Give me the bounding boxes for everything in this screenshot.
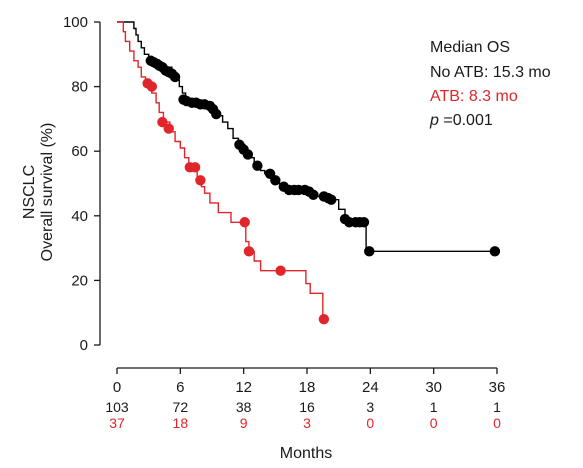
y-tick-label: 40 (71, 208, 88, 225)
censor-mark (211, 108, 222, 120)
y-axis-title-line1: NSCLC (21, 165, 38, 219)
legend-entry-no-atb: No ATB: 15.3 mo (430, 64, 551, 81)
risk-count: 9 (240, 415, 248, 431)
risk-count: 72 (173, 399, 189, 415)
series-no-atb (117, 21, 501, 257)
risk-count: 0 (493, 415, 501, 431)
censor-mark (195, 175, 206, 186)
censor-mark (318, 313, 330, 325)
risk-count: 18 (173, 415, 189, 431)
y-tick-label: 0 (80, 337, 88, 354)
legend-title: Median OS (430, 39, 510, 56)
x-tick-label: 6 (176, 379, 184, 396)
risk-count: 3 (303, 415, 311, 431)
axis-titles: NSCLC Overall survival (%) Months (21, 123, 332, 462)
censor-mark (358, 217, 370, 228)
x-axis-title: Months (280, 445, 332, 462)
risk-count: 37 (109, 415, 125, 431)
legend-entry-atb: ATB: 8.3 mo (430, 88, 518, 105)
legend-p-value: p =0.001 (429, 112, 493, 129)
x-tick-label: 36 (489, 379, 506, 396)
series-atb (117, 21, 330, 325)
axes: 0 20 40 60 80 100 0 6 12 18 24 30 36 (63, 14, 505, 396)
legend: Median OS No ATB: 15.3 mo ATB: 8.3 mo p … (429, 39, 551, 129)
censor-mark (163, 123, 174, 134)
risk-count: 0 (430, 415, 438, 431)
censor-mark (169, 71, 181, 83)
survival-step-line (117, 21, 324, 320)
x-tick-label: 12 (235, 379, 252, 396)
x-tick-label: 30 (425, 379, 442, 396)
censor-mark (326, 194, 337, 205)
y-axis-title-line2: Overall survival (%) (39, 123, 56, 262)
censor-mark (275, 265, 286, 276)
x-tick-label: 18 (299, 379, 316, 396)
risk-count: 1 (493, 399, 501, 415)
censor-mark (189, 162, 201, 173)
risk-table: 103 72 38 16 3 1 137 18 9 3 0 0 0 (105, 399, 501, 431)
survival-step-line (117, 21, 497, 252)
y-tick-label: 60 (71, 143, 88, 160)
x-tick-label: 0 (113, 379, 121, 396)
risk-count: 38 (236, 399, 252, 415)
risk-count: 16 (299, 399, 315, 415)
series-group (117, 21, 501, 325)
censor-mark (242, 149, 254, 160)
censor-mark (489, 246, 501, 257)
risk-count: 0 (366, 415, 374, 431)
censor-mark (364, 246, 375, 257)
censor-mark (239, 217, 250, 228)
risk-count: 1 (430, 399, 438, 415)
p-value-suffix: =0.001 (443, 112, 492, 129)
y-tick-label: 20 (71, 272, 88, 289)
censor-mark (243, 246, 255, 257)
p-value-prefix: p (429, 112, 439, 129)
x-tick-label: 24 (362, 379, 379, 396)
risk-count: 3 (366, 399, 374, 415)
censor-mark (146, 81, 158, 92)
y-tick-label: 80 (71, 79, 88, 96)
y-tick-label: 100 (63, 14, 88, 31)
risk-count: 103 (105, 399, 129, 415)
censor-mark (270, 175, 281, 186)
censor-mark (252, 160, 263, 171)
censor-mark (308, 189, 319, 201)
censor-mark (157, 116, 168, 128)
